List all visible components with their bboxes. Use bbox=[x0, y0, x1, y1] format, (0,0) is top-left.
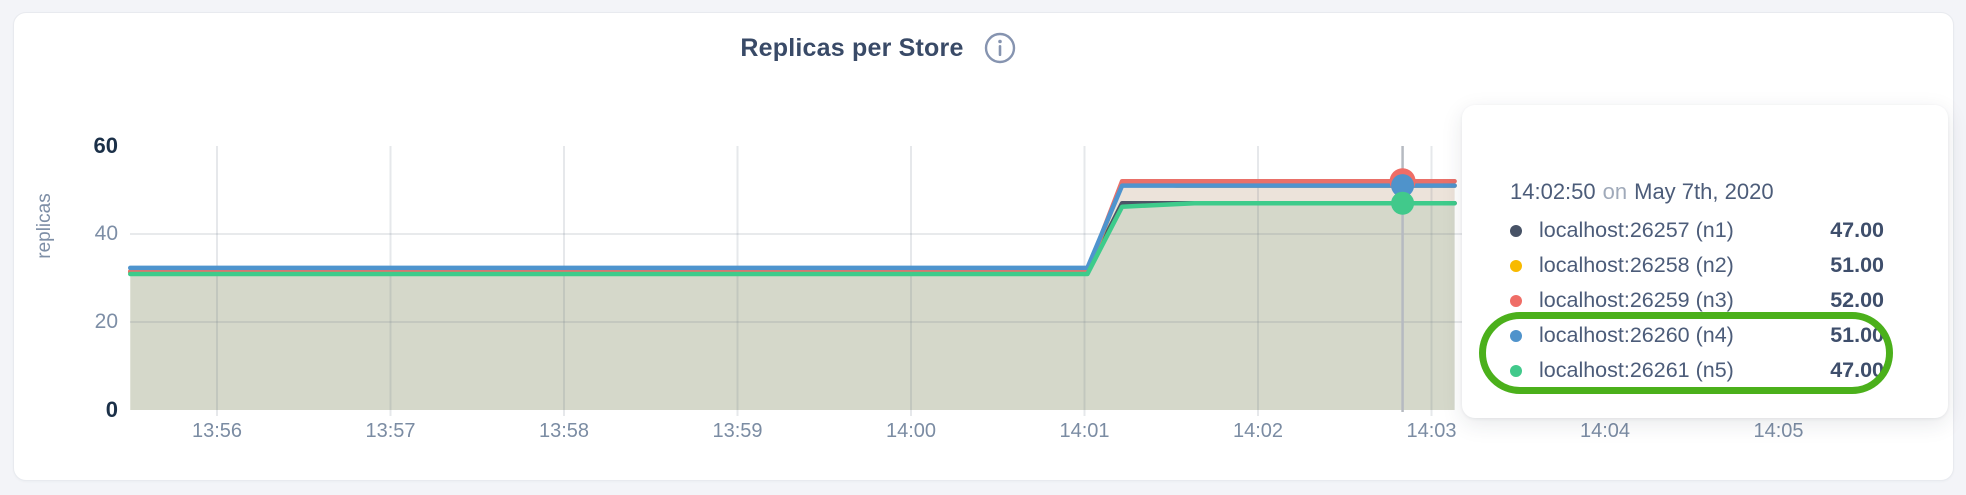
series-value: 52.00 bbox=[1830, 288, 1884, 312]
x-tick-label: 13:56 bbox=[191, 420, 243, 442]
x-tick-label: 14:02 bbox=[1232, 420, 1284, 442]
tooltip-series-row: localhost:26259 (n3) 52.00 bbox=[1510, 283, 1884, 318]
y-tick-label: 0 bbox=[105, 397, 118, 422]
green-highlight-annotation bbox=[1479, 312, 1893, 394]
series-color-dot bbox=[1510, 259, 1522, 272]
tooltip-series-row: localhost:26257 (n1) 47.00 bbox=[1510, 213, 1884, 248]
info-icon[interactable] bbox=[984, 32, 1016, 64]
series-value: 47.00 bbox=[1830, 218, 1884, 242]
x-tick-label: 13:57 bbox=[365, 420, 416, 442]
series-color-dot bbox=[1510, 294, 1522, 307]
y-tick-label: 60 bbox=[93, 133, 118, 158]
y-tick-label: 20 bbox=[94, 310, 118, 333]
series-label: localhost:26257 (n1) bbox=[1539, 218, 1734, 242]
series-fill bbox=[130, 185, 1455, 275]
tooltip-time: 14:02:50 bbox=[1510, 179, 1596, 204]
x-tick-label: 14:03 bbox=[1406, 420, 1457, 442]
y-tick-label: 40 bbox=[94, 222, 118, 245]
chart-header: Replicas per Store bbox=[0, 30, 1861, 66]
hover-dot bbox=[1391, 191, 1415, 215]
x-tick-label: 13:59 bbox=[712, 420, 763, 442]
x-tick-label: 14:04 bbox=[1579, 420, 1631, 442]
tooltip-timestamp: 14:02:50 on May 7th, 2020 bbox=[1510, 179, 1774, 205]
hover-dot bbox=[1391, 174, 1415, 198]
series-value: 51.00 bbox=[1830, 253, 1884, 277]
x-tick-label: 14:01 bbox=[1059, 420, 1110, 442]
tooltip-on-word: on bbox=[1602, 179, 1628, 204]
x-tick-label: 13:58 bbox=[538, 420, 590, 442]
series-label: localhost:26261 (n5) bbox=[1539, 358, 1734, 382]
series-label: localhost:26260 (n4) bbox=[1539, 323, 1734, 347]
series-color-dot bbox=[1510, 224, 1522, 237]
series-line bbox=[128, 200, 1457, 277]
x-tick-label: 14:05 bbox=[1753, 420, 1804, 442]
series-fill bbox=[130, 203, 1455, 410]
series-line bbox=[128, 183, 1457, 271]
series-label: localhost:26258 (n2) bbox=[1539, 253, 1734, 277]
x-tick-label: 14:00 bbox=[885, 420, 937, 442]
tooltip-date: May 7th, 2020 bbox=[1634, 179, 1774, 204]
chart-title: Replicas per Store bbox=[740, 33, 964, 62]
series-label: localhost:26259 (n3) bbox=[1539, 288, 1734, 312]
tooltip-series-row: localhost:26258 (n2) 51.00 bbox=[1510, 248, 1884, 283]
